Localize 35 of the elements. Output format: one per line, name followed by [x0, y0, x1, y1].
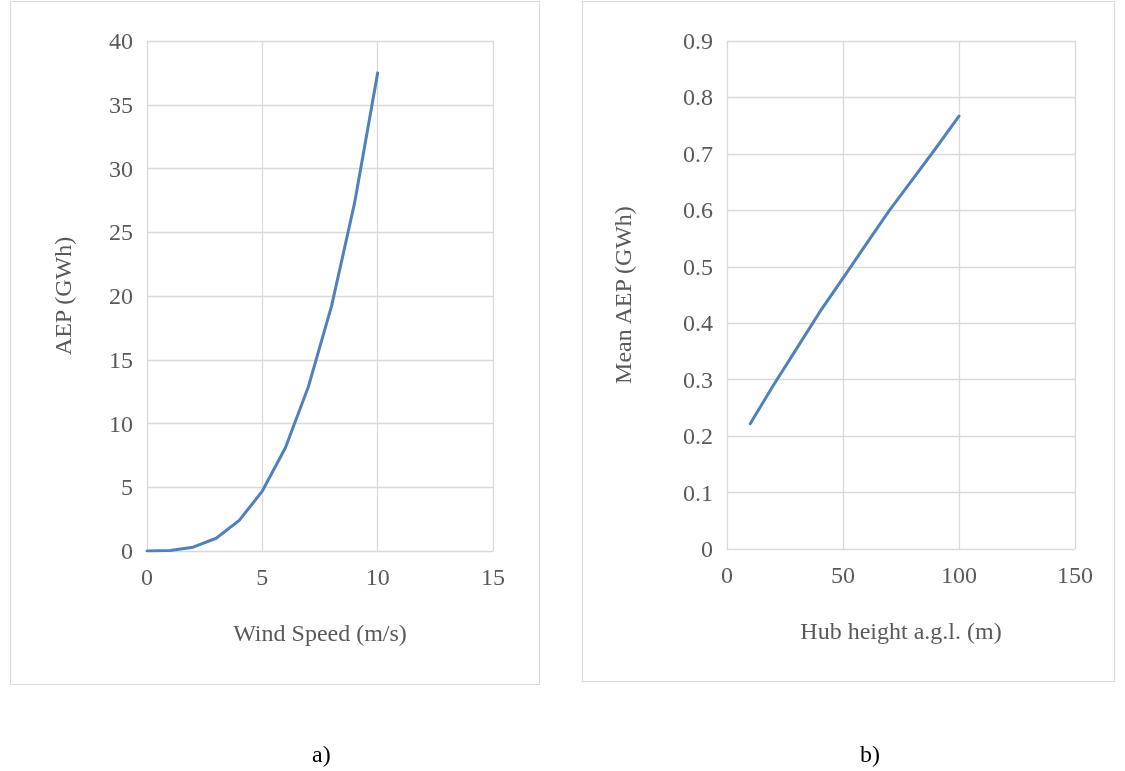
y-tick-label: 0.6	[683, 197, 713, 224]
x-tick-label: 15	[481, 564, 505, 590]
y-tick-label: 0	[121, 538, 133, 564]
y-tick-label: 40	[109, 28, 133, 54]
y-tick-label: 0.1	[683, 479, 713, 506]
x-tick-label: 150	[1057, 562, 1093, 588]
y-tick-label: 0	[701, 536, 713, 562]
y-tick-label: 30	[109, 155, 133, 182]
y-axis-title: AEP (GWh)	[50, 236, 76, 356]
x-tick-label: 5	[256, 564, 269, 590]
y-tick-label: 0.4	[683, 310, 713, 337]
y-tick-label: 25	[109, 219, 133, 246]
y-tick-label: 15	[109, 346, 133, 373]
x-tick-label: 0	[721, 562, 733, 588]
y-tick-label: 10	[109, 410, 133, 437]
y-tick-label: 35	[109, 91, 133, 118]
y-tick-label: 0.7	[683, 140, 713, 167]
y-tick-label: 20	[109, 283, 133, 309]
y-axis-title: Mean AEP (GWh)	[610, 206, 636, 384]
y-tick-label: 0.5	[683, 253, 713, 280]
y-tick-label: 5	[121, 474, 133, 501]
x-axis-title: Hub height a.g.l. (m)	[800, 618, 1002, 644]
x-tick-label: 100	[941, 562, 977, 588]
x-tick-label: 10	[365, 564, 390, 590]
text: a)	[312, 741, 331, 767]
x-axis-title: Wind Speed (m/s)	[233, 620, 407, 646]
y-tick-label: 0.2	[683, 423, 713, 450]
line-series	[145, 71, 380, 553]
x-tick-label: 50	[831, 562, 855, 588]
y-tick-label: 0.3	[683, 366, 713, 393]
y-tick-label: 0.9	[683, 28, 713, 54]
x-tick-label: 0	[141, 564, 153, 590]
line-series	[748, 114, 961, 426]
y-tick-label: 0.8	[683, 84, 713, 111]
text: b)	[860, 741, 880, 767]
